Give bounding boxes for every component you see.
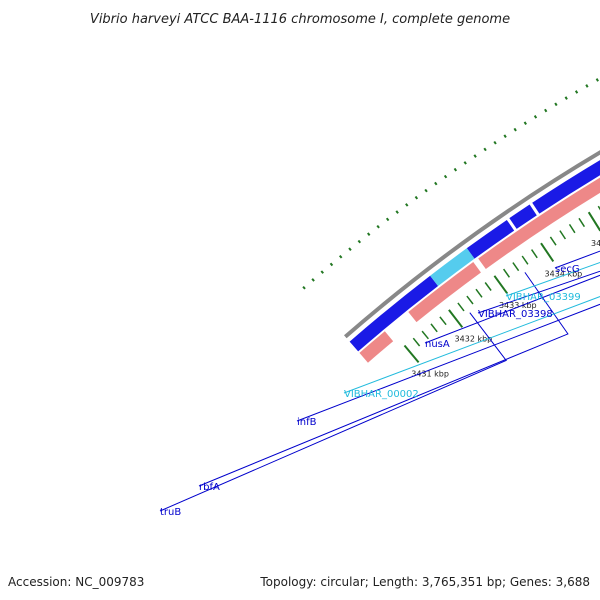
minor-tick [568, 223, 576, 234]
minor-tick [466, 295, 474, 305]
minor-tick [559, 230, 567, 240]
minor-tick [502, 268, 511, 278]
minor-tick [578, 217, 586, 228]
accession-text: Accession: NC_009783 [8, 575, 144, 589]
minor-tick [475, 288, 483, 298]
forward-feature [509, 204, 537, 229]
forward-feature [349, 275, 439, 352]
tick-label: 3434 kbp [545, 269, 583, 278]
forward-feature [430, 248, 475, 287]
reverse-feature [359, 331, 394, 363]
gene-label: VIBHAR_03398 [478, 309, 553, 320]
minor-tick [549, 236, 557, 246]
gene-leader-line [198, 272, 569, 487]
minor-tick [439, 316, 447, 326]
gene-leader-line [159, 312, 507, 512]
gene-label: nusA [425, 339, 450, 350]
minor-tick [430, 323, 438, 333]
tick-marks [403, 205, 600, 364]
gene-label: truB [160, 507, 181, 518]
gene-label: infB [297, 417, 317, 428]
tick-label: 3432 kbp [455, 335, 493, 344]
major-tick [448, 309, 464, 328]
backbone-arc [343, 150, 600, 339]
gene-leader-line [424, 274, 600, 344]
forward-feature [532, 160, 600, 214]
gene-label: VIBHAR_03399 [506, 292, 581, 303]
minor-tick [412, 337, 421, 347]
gene-leader-line [296, 303, 600, 422]
gene-labels: truB rbfA infB VIBHAR_00002 nusA VIBHAR_03398… [159, 250, 600, 518]
minor-tick [457, 302, 465, 312]
tick-label: 3433 kbp [499, 301, 537, 310]
gene-label: secG [555, 264, 580, 275]
genome-arcs [302, 76, 600, 363]
minor-tick [512, 262, 520, 272]
gene-label: VIBHAR_00002 [344, 389, 419, 400]
tick-label: 3435 kbp [591, 239, 600, 248]
major-tick [587, 211, 600, 232]
minor-tick [530, 249, 538, 259]
gene-leader-line [343, 296, 600, 394]
reverse-feature [408, 262, 481, 323]
minor-tick [597, 205, 600, 211]
minor-tick [421, 330, 429, 340]
major-tick [403, 344, 420, 364]
map-title: Vibrio harveyi ATCC BAA-1116 chromosome … [90, 12, 510, 27]
forward-feature [466, 219, 515, 259]
genome-summary-text: Topology: circular; Length: 3,765,351 bp… [259, 575, 590, 589]
reverse-feature [478, 177, 600, 270]
gene-label: rbfA [199, 482, 220, 493]
major-tick [540, 242, 555, 262]
tick-label: 3431 kbp [411, 369, 449, 378]
tick-labels: 3431 kbp 3432 kbp 3433 kbp 3434 kbp 3435 kbp… [411, 239, 600, 378]
minor-tick [521, 255, 529, 265]
major-tick [493, 275, 509, 295]
minor-tick [484, 282, 492, 291]
